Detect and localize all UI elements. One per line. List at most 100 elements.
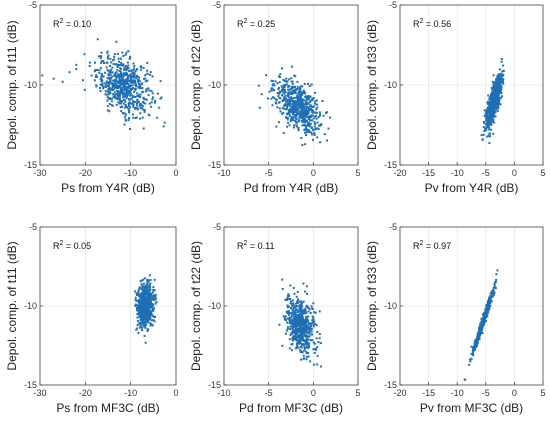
scatter-point <box>304 119 307 122</box>
scatter-point <box>501 81 504 84</box>
scatter-point <box>288 311 291 314</box>
r-squared-value: = 0.05 <box>63 241 91 251</box>
scatter-point <box>297 120 300 123</box>
scatter-point <box>302 309 305 312</box>
scatter-point <box>115 71 118 74</box>
scatter-point <box>491 105 494 108</box>
scatter-point <box>109 65 112 68</box>
scatter-point <box>301 110 304 113</box>
scatter-point <box>299 345 302 348</box>
scatter-point <box>321 100 324 103</box>
scatter-point <box>304 103 307 106</box>
scatter-point <box>295 108 298 111</box>
scatter-point <box>301 301 304 304</box>
scatter-point <box>303 321 306 324</box>
scatter-point <box>284 332 287 335</box>
scatter-point <box>126 67 129 70</box>
scatter-point <box>496 76 499 79</box>
scatter-point <box>279 110 282 113</box>
scatter-point <box>144 98 147 101</box>
scatter-point <box>275 125 278 128</box>
scatter-point <box>488 296 491 299</box>
scatter-point <box>291 111 294 114</box>
scatter-point <box>284 317 287 320</box>
scatter-point <box>110 87 113 90</box>
scatter-point <box>481 138 484 141</box>
scatter-point <box>119 83 122 86</box>
scatter-point <box>141 116 144 119</box>
scatter-point <box>305 285 308 288</box>
scatter-point <box>293 74 296 77</box>
scatter-point <box>307 116 310 119</box>
scatter-point <box>305 305 308 308</box>
scatter-point <box>475 345 478 348</box>
scatter-point <box>481 322 484 325</box>
scatter-point <box>496 269 499 272</box>
scatter-point <box>308 84 311 87</box>
scatter-point <box>300 336 303 339</box>
scatter-point <box>132 74 135 77</box>
scatter-point <box>307 107 310 110</box>
scatter-point <box>140 313 143 316</box>
y-tick-label: -10 <box>208 301 221 311</box>
scatter-point <box>103 82 106 85</box>
scatter-point <box>154 302 157 305</box>
scatter-point <box>135 83 138 86</box>
scatter-point <box>302 92 305 95</box>
scatter-point <box>294 327 297 330</box>
scatter-point <box>141 301 144 304</box>
scatter-point <box>143 296 146 299</box>
scatter-point <box>116 93 119 96</box>
scatter-point <box>154 293 157 296</box>
y-tick-label: -15 <box>24 160 37 170</box>
scatter-point <box>140 288 143 291</box>
scatter-point <box>285 311 288 314</box>
scatter-point <box>123 112 126 115</box>
x-tick-label: 5 <box>355 168 360 178</box>
scatter-point <box>289 92 292 95</box>
r-squared-symbol: R <box>53 241 60 251</box>
scatter-point <box>118 102 121 105</box>
scatter-point <box>270 97 273 100</box>
scatter-point <box>122 81 125 84</box>
scatter-point <box>488 109 491 112</box>
x-tick-label: -10 <box>217 388 230 398</box>
scatter-point <box>304 100 307 103</box>
scatter-point <box>292 317 295 320</box>
scatter-point <box>300 325 303 328</box>
scatter-point <box>497 73 500 76</box>
scatter-point <box>488 106 491 109</box>
scatter-point <box>112 93 115 96</box>
scatter-point <box>307 338 310 341</box>
scatter-point <box>282 87 285 90</box>
scatter-point <box>472 348 475 351</box>
scatter-point <box>292 330 295 333</box>
scatter-point <box>307 315 310 318</box>
scatter-point <box>146 328 149 331</box>
scatter-point <box>299 319 302 322</box>
scatter-point <box>294 336 297 339</box>
scatter-point <box>114 96 117 99</box>
scatter-point <box>287 295 290 298</box>
scatter-point <box>115 76 118 79</box>
scatter-point <box>287 121 290 124</box>
scatter-point <box>278 76 281 79</box>
scatter-point <box>481 332 484 335</box>
scatter-point <box>310 105 313 108</box>
scatter-point <box>293 106 296 109</box>
scatter-point <box>464 378 467 381</box>
scatter-point <box>299 350 302 353</box>
scatter-point <box>96 75 99 78</box>
scatter-point <box>156 116 159 119</box>
scatter-point <box>106 109 109 112</box>
scatter-point <box>291 82 294 85</box>
scatter-point <box>291 311 294 314</box>
scatter-point <box>300 93 303 96</box>
scatter-point <box>282 91 285 94</box>
scatter-point <box>292 335 295 338</box>
scatter-point <box>486 307 489 310</box>
scatter-point <box>323 133 326 136</box>
scatter-point <box>322 114 325 117</box>
scatter-point <box>293 310 296 313</box>
scatter-point <box>495 78 498 81</box>
